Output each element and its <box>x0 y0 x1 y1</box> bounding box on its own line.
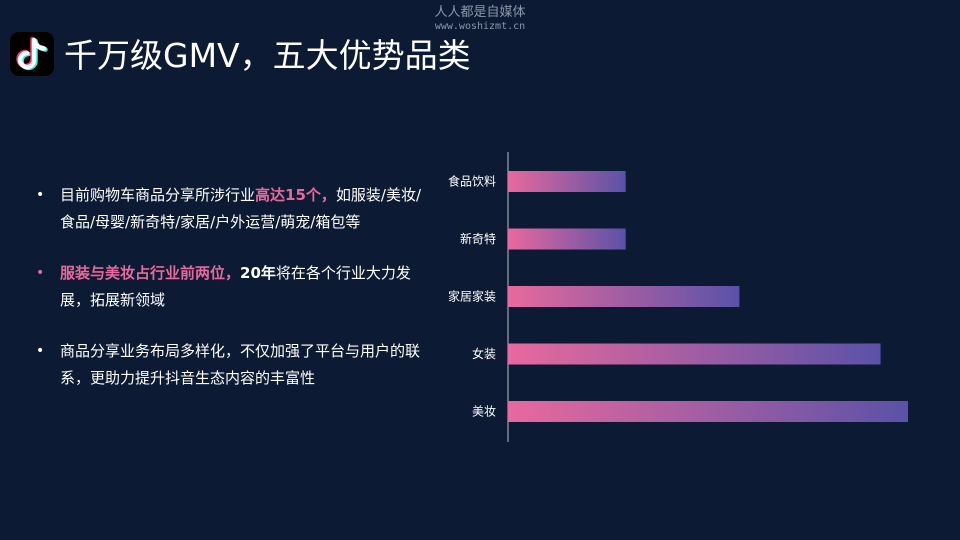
bullet-dot-icon: • <box>36 343 45 359</box>
bar-3 <box>508 343 881 365</box>
bar-4 <box>508 401 908 422</box>
bullet1-comma: ， <box>320 186 336 204</box>
bullet-dot-icon: • <box>36 187 45 203</box>
bullet1-text-c: 如服装/美妆/食品/母婴/新奇特/家居/户外运营/萌宠/箱包等 <box>60 186 422 231</box>
category-label-4: 美妆 <box>472 405 496 419</box>
watermark-line2: www.woshizmt.cn <box>434 20 526 32</box>
bullet-item-2: • 服装与美妆占行业前两位，20年将在各个行业大力发展，拓展新领域 <box>34 260 424 314</box>
bullet-item-1: • 目前购物车商品分享所涉行业高达15个，如服装/美妆/食品/母婴/新奇特/家居… <box>34 182 424 236</box>
watermark-line1: 人人都是自媒体 <box>434 5 526 20</box>
category-label-0: 食品饮料 <box>448 174 496 189</box>
bullet3-text: 商品分享业务布局多样化，不仅加强了平台与用户的联系，更助力提升抖音生态内容的丰富… <box>60 342 421 387</box>
bar-1 <box>508 228 626 250</box>
bullet1-highlight: 高达15个 <box>255 186 321 204</box>
tiktok-logo-icon <box>10 32 54 76</box>
bullet2-year: 20年 <box>240 264 276 282</box>
bullet1-text-a: 目前购物车商品分享 <box>60 186 196 204</box>
category-label-2: 家居家装 <box>448 289 496 304</box>
bar-2 <box>508 286 740 307</box>
bullet-dot-icon: • <box>36 265 45 281</box>
bullet1-text-b: 所涉行业 <box>195 186 256 204</box>
watermark: 人人都是自媒体 www.woshizmt.cn <box>0 5 960 32</box>
bullet2-text: 将在各个行业大力发展，拓展新领域 <box>60 264 411 309</box>
bar-0 <box>508 171 626 192</box>
page-title: 千万级GMV，五大优势品类 <box>64 36 471 75</box>
category-label-1: 新奇特 <box>460 231 496 246</box>
bullet2-highlight: 服装与美妆占行业前两位， <box>60 264 241 282</box>
bullet-item-3: • 商品分享业务布局多样化，不仅加强了平台与用户的联系，更助力提升抖音生态内容的… <box>34 338 424 392</box>
category-label-3: 女装 <box>472 346 496 361</box>
bullet-list: • 目前购物车商品分享所涉行业高达15个，如服装/美妆/食品/母婴/新奇特/家居… <box>34 182 424 416</box>
